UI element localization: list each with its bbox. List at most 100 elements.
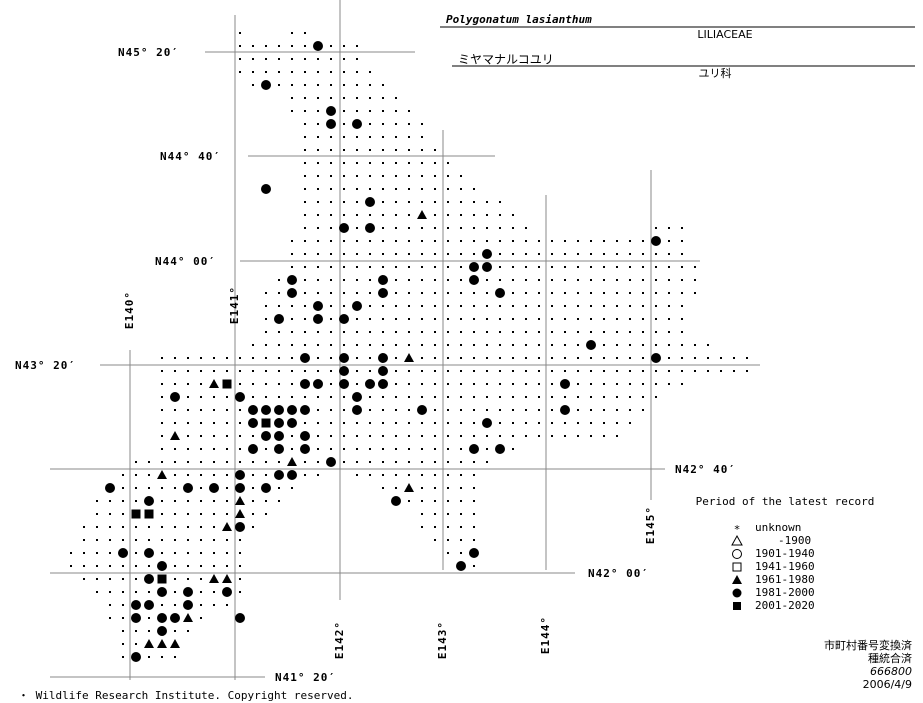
grid-dot xyxy=(265,396,267,398)
grid-dot xyxy=(603,409,605,411)
grid-dot xyxy=(460,266,462,268)
grid-dot xyxy=(109,513,111,515)
legend-label: 2001-2020 xyxy=(755,599,815,612)
grid-dot xyxy=(265,357,267,359)
grid-dot xyxy=(382,305,384,307)
grid-dot xyxy=(538,292,540,294)
grid-dot xyxy=(694,292,696,294)
record-1961-1980 xyxy=(170,639,180,648)
grid-dot xyxy=(447,201,449,203)
grid-dot xyxy=(447,292,449,294)
grid-dot xyxy=(109,539,111,541)
grid-dot xyxy=(213,539,215,541)
grid-dot xyxy=(161,461,163,463)
grid-dot xyxy=(291,318,293,320)
grid-dot xyxy=(252,383,254,385)
grid-dot xyxy=(148,461,150,463)
grid-dot xyxy=(317,331,319,333)
grid-dot xyxy=(356,422,358,424)
grid-dot xyxy=(577,305,579,307)
grid-dot xyxy=(317,240,319,242)
grid-dot xyxy=(447,279,449,281)
grid-dot xyxy=(512,214,514,216)
grid-dot xyxy=(161,370,163,372)
grid-dot xyxy=(291,383,293,385)
grid-dot xyxy=(616,266,618,268)
grid-dot xyxy=(421,461,423,463)
grid-dot xyxy=(460,318,462,320)
grid-dot xyxy=(356,214,358,216)
grid-dot xyxy=(252,71,254,73)
grid-dot xyxy=(174,526,176,528)
grid-dot xyxy=(395,162,397,164)
grid-dot xyxy=(304,175,306,177)
grid-dot xyxy=(538,279,540,281)
grid-dot xyxy=(681,318,683,320)
grid-dot xyxy=(447,539,449,541)
grid-dot xyxy=(681,240,683,242)
grid-dot xyxy=(369,188,371,190)
grid-dot xyxy=(512,357,514,359)
grid-dot xyxy=(525,357,527,359)
grid-dot xyxy=(356,201,358,203)
grid-dot xyxy=(213,565,215,567)
grid-dot xyxy=(408,188,410,190)
grid-dot xyxy=(668,318,670,320)
grid-dot xyxy=(694,344,696,346)
grid-dot xyxy=(356,45,358,47)
record-1981-2000 xyxy=(235,470,245,480)
grid-dot xyxy=(187,630,189,632)
grid-dot xyxy=(408,318,410,320)
grid-dot xyxy=(109,604,111,606)
grid-dot xyxy=(538,422,540,424)
grid-dot xyxy=(304,149,306,151)
grid-dot xyxy=(551,240,553,242)
grid-dot xyxy=(239,422,241,424)
grid-dot xyxy=(629,409,631,411)
grid-dot xyxy=(200,422,202,424)
grid-dot xyxy=(122,500,124,502)
grid-dot xyxy=(278,279,280,281)
grid-dot xyxy=(291,240,293,242)
grid-dot xyxy=(278,383,280,385)
grid-dot xyxy=(525,305,527,307)
grid-dot xyxy=(460,188,462,190)
grid-dot xyxy=(200,617,202,619)
grid-dot xyxy=(577,318,579,320)
grid-dot xyxy=(239,565,241,567)
grid-dot xyxy=(278,487,280,489)
grid-dot xyxy=(590,305,592,307)
record-1981-2000 xyxy=(326,457,336,467)
record-1981-2000 xyxy=(313,301,323,311)
grid-dot xyxy=(551,357,553,359)
grid-dot xyxy=(226,422,228,424)
grid-dot xyxy=(577,292,579,294)
grid-dot xyxy=(473,188,475,190)
grid-dot xyxy=(213,526,215,528)
record-1981-2000 xyxy=(352,119,362,129)
record-1961-1980 xyxy=(157,470,167,479)
grid-dot xyxy=(694,357,696,359)
grid-dot xyxy=(343,240,345,242)
grid-dot xyxy=(447,227,449,229)
grid-dot xyxy=(304,201,306,203)
grid-dot xyxy=(343,331,345,333)
grid-dot xyxy=(161,500,163,502)
grid-dot xyxy=(473,539,475,541)
record-1961-1980 xyxy=(209,574,219,583)
grid-dot xyxy=(252,396,254,398)
grid-dot xyxy=(473,513,475,515)
grid-dot xyxy=(174,383,176,385)
grid-dot xyxy=(590,331,592,333)
grid-dot xyxy=(512,396,514,398)
grid-dot xyxy=(330,279,332,281)
grid-dot xyxy=(213,513,215,515)
grid-dot xyxy=(83,578,85,580)
grid-dot xyxy=(486,292,488,294)
grid-dot xyxy=(486,240,488,242)
grid-dot xyxy=(304,214,306,216)
grid-dot xyxy=(603,331,605,333)
grid-dot xyxy=(681,227,683,229)
grid-dot xyxy=(330,409,332,411)
